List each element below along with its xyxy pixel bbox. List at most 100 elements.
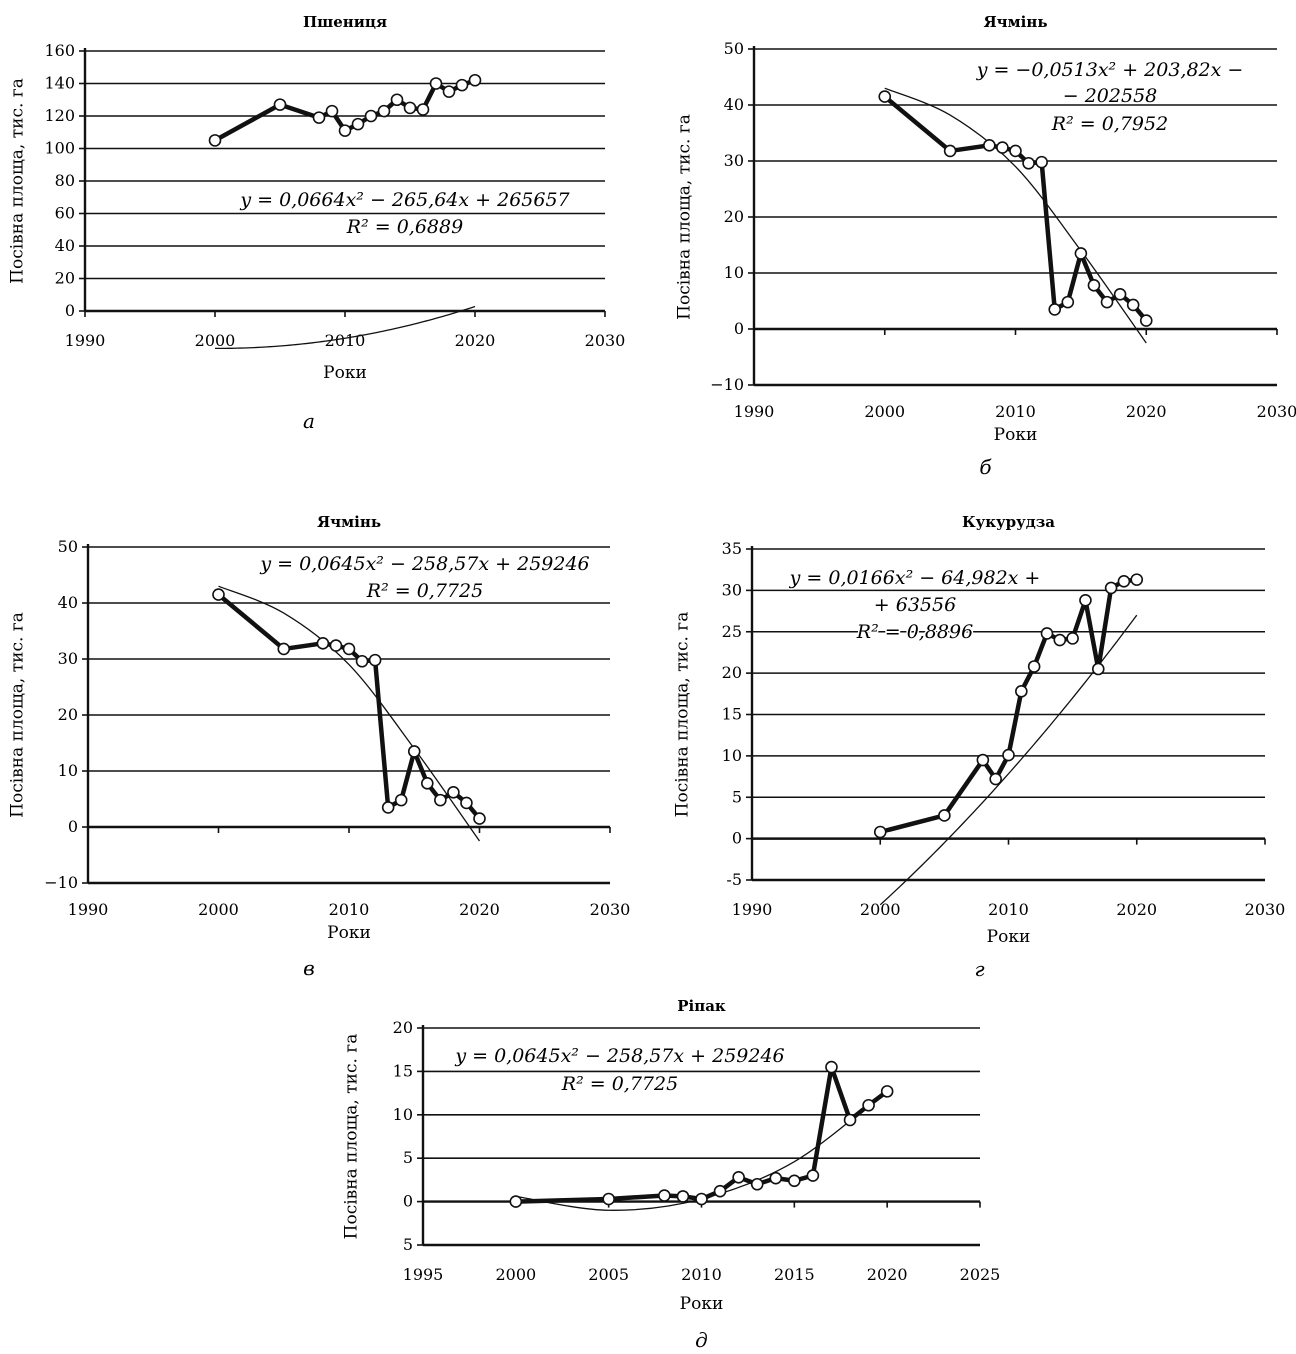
- data-point: [943, 144, 957, 158]
- data-point: [338, 124, 352, 137]
- x-tick-label: 2030: [585, 331, 626, 350]
- y-axis-label: Посівна площа, тис. га: [8, 612, 28, 818]
- data-point: [1079, 594, 1092, 607]
- x-tick-label: 2010: [681, 1265, 722, 1284]
- data-point: [273, 98, 287, 111]
- data-point: [407, 745, 421, 758]
- data-point: [1002, 748, 1015, 762]
- data-point: [1117, 574, 1131, 588]
- data-point: [390, 93, 404, 107]
- data-point: [1035, 155, 1048, 169]
- data-point: [788, 1174, 801, 1188]
- data-point: [364, 109, 378, 123]
- y-tick-label: -5: [726, 870, 742, 889]
- panel-label: а: [303, 409, 315, 433]
- y-tick-label: 30: [58, 649, 78, 668]
- data-point: [447, 785, 460, 799]
- trendline-equation: + 63556: [874, 594, 956, 616]
- y-tick-label: 140: [44, 74, 75, 93]
- data-point: [862, 1098, 875, 1112]
- y-tick-label: 10: [724, 263, 744, 282]
- chart-title: Ріпак: [677, 997, 726, 1015]
- y-tick-label: 40: [724, 95, 744, 114]
- data-point: [1087, 279, 1101, 292]
- data-point: [983, 139, 996, 152]
- y-tick-label: 20: [393, 1018, 413, 1037]
- y-tick-label: 20: [722, 663, 742, 682]
- data-point: [1130, 573, 1144, 586]
- y-tick-label: 50: [724, 39, 744, 58]
- data-point: [1048, 303, 1062, 316]
- data-point: [1040, 627, 1054, 640]
- data-point: [1009, 144, 1022, 158]
- y-tick-label: 5: [403, 1235, 413, 1254]
- y-tick-label: 60: [55, 204, 75, 223]
- y-tick-label: 35: [722, 539, 742, 558]
- data-point: [1139, 314, 1153, 327]
- data-point: [473, 812, 486, 825]
- data-point: [434, 793, 447, 807]
- data-point: [1053, 633, 1067, 647]
- data-point: [602, 1192, 615, 1206]
- data-point: [996, 141, 1009, 154]
- y-tick-label: 0: [65, 301, 75, 320]
- data-point: [277, 642, 291, 656]
- y-axis-label: Посівна площа, тис. га: [675, 114, 695, 320]
- trendline: [214, 305, 476, 350]
- x-tick-label: 1995: [403, 1265, 444, 1284]
- trendline-equation: y = −0,0513x² + 203,82x −: [976, 59, 1244, 81]
- trendline-equation: R² = 0,7725: [366, 580, 483, 602]
- data-point: [695, 1192, 708, 1206]
- x-tick-label: 2020: [459, 900, 500, 919]
- y-tick-label: 0: [68, 817, 78, 836]
- data-point: [403, 101, 417, 115]
- chart-title: Кукурудза: [962, 513, 1055, 531]
- data-point: [989, 772, 1002, 786]
- series-line: [879, 577, 1138, 835]
- y-tick-label: 50: [58, 537, 78, 556]
- x-tick-label: 1990: [732, 900, 773, 919]
- y-tick-label: 120: [44, 106, 75, 125]
- panel-label: д: [695, 1328, 708, 1352]
- trendline-equation: R² = 0,8896: [856, 621, 973, 643]
- x-tick-label: 2020: [1126, 402, 1167, 421]
- y-tick-label: 5: [732, 787, 742, 806]
- trendline-equation: y = 0,0645x² − 258,57x + 259246: [454, 1045, 784, 1067]
- panel-label: в: [303, 956, 315, 980]
- data-point: [342, 642, 356, 656]
- y-tick-label: 15: [393, 1061, 413, 1080]
- data-point: [806, 1169, 820, 1182]
- x-tick-label: 2000: [495, 1265, 536, 1284]
- data-point: [208, 134, 222, 147]
- data-point: [442, 85, 456, 98]
- y-tick-label: 20: [58, 705, 78, 724]
- x-tick-label: 2000: [860, 900, 901, 919]
- y-tick-label: 10: [393, 1105, 413, 1124]
- data-point: [455, 78, 469, 92]
- trendline-equation: − 202558: [1063, 85, 1158, 107]
- data-point: [325, 104, 339, 118]
- chart-title: Ячмінь: [317, 513, 381, 531]
- y-axis-label: Посівна площа, тис. га: [673, 612, 693, 818]
- chart-title: Пшениця: [303, 13, 387, 31]
- y-tick-label: 10: [722, 746, 742, 765]
- chart-panel-а: Пшениця 0 20 40 60 80 100 120 140 160 1990 2000 2010…: [8, 13, 626, 433]
- x-tick-label: 2010: [329, 900, 370, 919]
- data-point: [750, 1177, 764, 1191]
- x-tick-label: 2000: [195, 331, 236, 350]
- data-point: [1066, 632, 1079, 645]
- y-tick-label: 100: [44, 139, 75, 158]
- data-point: [825, 1060, 838, 1074]
- y-tick-label: 20: [55, 269, 75, 288]
- y-tick-label: 40: [55, 236, 75, 255]
- data-point: [1027, 660, 1041, 673]
- x-tick-label: 2030: [1257, 402, 1296, 421]
- x-tick-label: 1990: [68, 900, 109, 919]
- data-point: [416, 103, 430, 116]
- x-axis-label: Роки: [994, 425, 1038, 445]
- x-tick-label: 2010: [988, 900, 1029, 919]
- data-point: [732, 1170, 745, 1184]
